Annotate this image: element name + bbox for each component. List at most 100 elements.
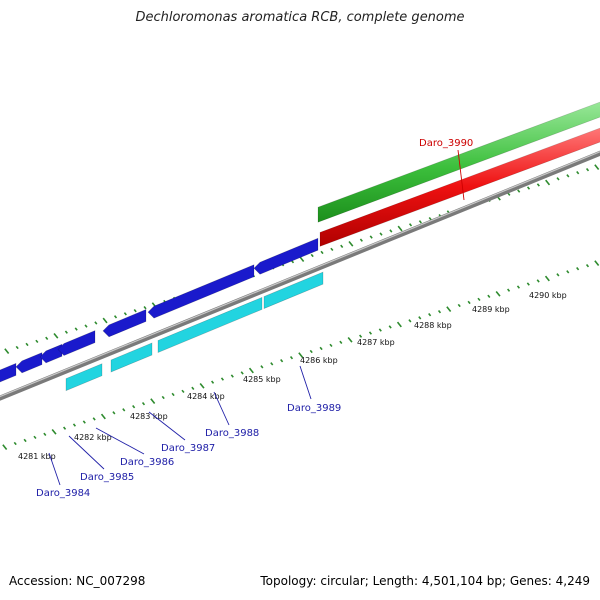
tick-mark bbox=[25, 342, 29, 347]
tick-mark bbox=[526, 186, 531, 190]
gene-leader-line bbox=[213, 391, 230, 426]
tick-mark bbox=[260, 365, 264, 369]
tick-mark bbox=[141, 401, 146, 406]
gene-label-layer: Daro_3984 Daro_3985 Daro_3986 Daro_3987 … bbox=[36, 138, 473, 499]
tick-mark bbox=[64, 330, 68, 334]
tick-mark bbox=[161, 395, 165, 400]
tick-mark bbox=[495, 290, 501, 297]
tick-mark bbox=[74, 327, 78, 331]
inner-tick-ring bbox=[2, 260, 600, 450]
tick-mark bbox=[368, 331, 373, 335]
tick-mark bbox=[13, 441, 17, 446]
tick-mark bbox=[576, 267, 580, 271]
tick-mark bbox=[280, 359, 284, 363]
tick-mark bbox=[556, 177, 560, 181]
kbp-label: 4286 kbp bbox=[300, 356, 338, 365]
tick-mark bbox=[230, 374, 234, 378]
kbp-label: 4283 kbp bbox=[130, 412, 168, 421]
tick-mark bbox=[477, 297, 481, 302]
tick-mark bbox=[23, 438, 27, 443]
gene-label-daro-3987[interactable]: Daro_3987 bbox=[161, 443, 215, 454]
gene-leader-line bbox=[457, 149, 465, 201]
kbp-label: 4281 kbp bbox=[18, 452, 56, 461]
tick-mark bbox=[446, 306, 452, 312]
tick-mark bbox=[132, 405, 136, 409]
tick-mark bbox=[298, 352, 304, 358]
gene-leader-line bbox=[68, 435, 105, 470]
tick-mark bbox=[359, 238, 363, 242]
cds-forward-arrow bbox=[102, 309, 147, 338]
tick-mark bbox=[113, 315, 118, 319]
rna-strand-band bbox=[319, 127, 600, 247]
tick-mark bbox=[467, 300, 471, 305]
kbp-label: 4285 kbp bbox=[243, 375, 281, 384]
tick-mark bbox=[289, 355, 294, 360]
tick-mark bbox=[123, 312, 127, 316]
gene-label-daro-3984[interactable]: Daro_3984 bbox=[36, 488, 90, 499]
cds-forward-arrow bbox=[15, 352, 43, 374]
tick-mark bbox=[309, 349, 313, 354]
tick-mark bbox=[437, 309, 442, 314]
tick-mark bbox=[4, 348, 10, 354]
tick-mark bbox=[63, 426, 67, 430]
tick-mark bbox=[199, 382, 205, 389]
tick-mark bbox=[102, 317, 108, 324]
gene-label-daro-3988[interactable]: Daro_3988 bbox=[205, 428, 259, 439]
feature-track bbox=[0, 101, 600, 392]
tick-mark bbox=[507, 288, 511, 292]
tick-mark bbox=[517, 189, 521, 193]
cds-forward-arrow bbox=[147, 264, 255, 319]
tick-mark bbox=[171, 392, 175, 397]
kbp-label: 4290 kbp bbox=[529, 291, 567, 300]
gene-label-daro-3986[interactable]: Daro_3986 bbox=[120, 457, 174, 468]
kbp-label: 4282 kbp bbox=[74, 433, 112, 442]
gene-label-daro-3990[interactable]: Daro_3990 bbox=[419, 138, 473, 149]
tick-mark bbox=[359, 334, 363, 338]
tick-mark bbox=[457, 303, 461, 308]
tick-mark bbox=[100, 413, 106, 420]
gene-leader-line bbox=[48, 452, 61, 486]
tick-mark bbox=[143, 305, 147, 310]
tick-mark bbox=[544, 275, 550, 282]
tick-mark bbox=[408, 319, 412, 323]
tick-mark bbox=[428, 217, 432, 221]
tick-mark bbox=[35, 339, 39, 344]
tick-mark bbox=[94, 321, 98, 325]
kbp-axis-labels: 4281 kbp 4282 kbp 4283 kbp 4284 kbp 4285… bbox=[18, 291, 567, 461]
tick-mark bbox=[369, 235, 373, 239]
tick-mark bbox=[329, 343, 333, 348]
cds-reverse-bar bbox=[157, 296, 263, 353]
outer-tick-ring bbox=[4, 164, 600, 354]
tick-mark bbox=[211, 380, 215, 384]
tick-mark bbox=[51, 428, 57, 435]
cds-forward-arrow bbox=[39, 343, 63, 364]
tick-mark bbox=[388, 325, 392, 329]
tick-mark bbox=[330, 247, 334, 252]
gene-label-daro-3989[interactable]: Daro_3989 bbox=[287, 403, 341, 414]
tick-mark bbox=[45, 336, 49, 340]
tick-mark bbox=[133, 309, 137, 313]
tick-mark bbox=[339, 340, 343, 344]
tick-mark bbox=[181, 389, 185, 394]
tick-mark bbox=[15, 345, 19, 350]
tick-mark bbox=[487, 294, 491, 298]
tick-mark bbox=[122, 408, 126, 412]
tick-mark bbox=[396, 321, 402, 328]
tick-mark bbox=[545, 179, 551, 186]
tick-mark bbox=[408, 223, 413, 227]
tick-mark bbox=[53, 332, 59, 339]
tick-mark bbox=[566, 174, 570, 178]
tick-mark bbox=[92, 417, 96, 421]
tick-mark bbox=[418, 220, 422, 224]
tick-mark bbox=[556, 273, 560, 277]
tick-mark bbox=[112, 411, 116, 415]
tick-mark bbox=[82, 420, 86, 424]
map-title: Dechloromonas aromatica RCB, complete ge… bbox=[135, 10, 465, 25]
backbone-highlight bbox=[0, 151, 600, 398]
tick-mark bbox=[150, 398, 156, 404]
kbp-label: 4288 kbp bbox=[414, 321, 452, 330]
gene-leader-line bbox=[299, 365, 312, 400]
gene-label-daro-3985[interactable]: Daro_3985 bbox=[80, 472, 134, 483]
